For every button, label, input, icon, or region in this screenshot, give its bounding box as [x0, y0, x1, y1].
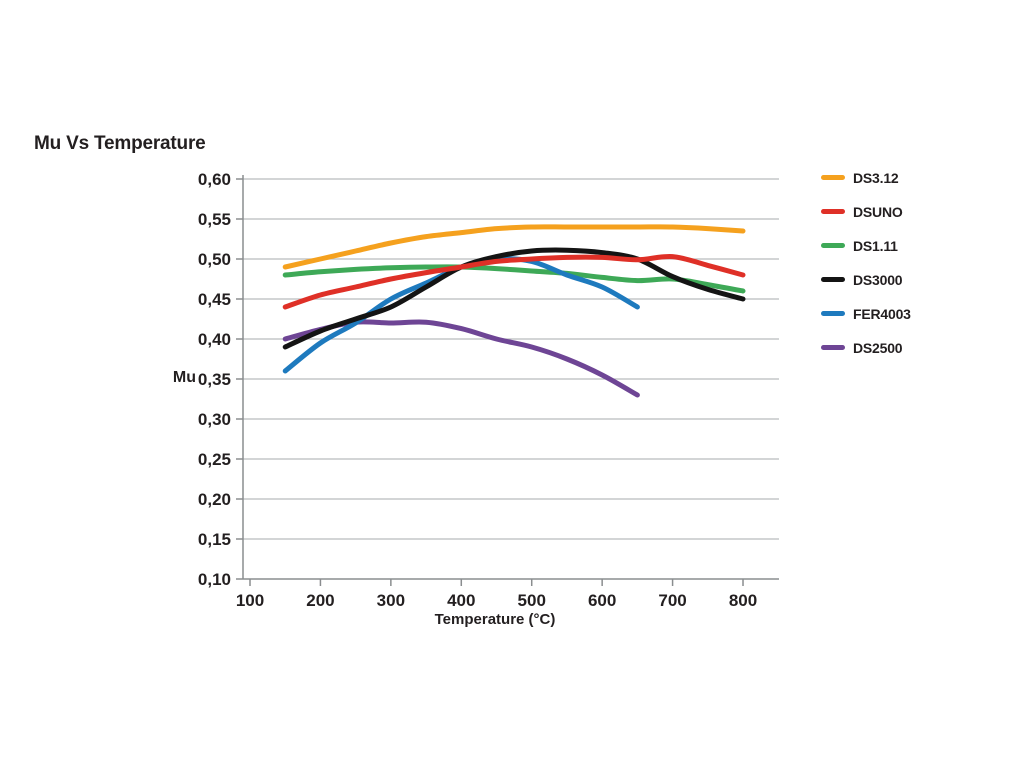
series-line-ds111 [282, 264, 746, 294]
legend-swatch-icon [821, 311, 845, 316]
y-tick-label: 0,55 [198, 210, 231, 229]
legend-label: DS2500 [853, 339, 903, 356]
y-tick-label: 0,50 [198, 250, 231, 269]
legend: DS3.12 DSUNO DS1.11 DS3000 FER4003 DS2500 [821, 169, 911, 356]
x-tick-label: 300 [377, 591, 405, 610]
x-axis-tick-labels: 100 200 300 400 500 600 700 800 [236, 591, 757, 610]
x-tick-label: 600 [588, 591, 616, 610]
y-axis-tick-labels: 0,60 0,55 0,50 0,45 0,40 0,35 0,30 0,25 0,20 0,15… [198, 170, 231, 589]
series-line-dsuno [282, 253, 746, 310]
gridlines [243, 178, 779, 540]
legend-swatch-icon [821, 175, 845, 180]
y-tick-label: 0,10 [198, 570, 231, 589]
x-tick-label: 100 [236, 591, 264, 610]
legend-item-ds111: DS1.11 [821, 237, 911, 254]
y-tick-label: 0,20 [198, 490, 231, 509]
legend-label: FER4003 [853, 305, 911, 322]
legend-label: DSUNO [853, 203, 903, 220]
x-tick-label: 200 [306, 591, 334, 610]
legend-swatch-icon [821, 277, 845, 282]
legend-item-fer4003: FER4003 [821, 305, 911, 322]
legend-swatch-icon [821, 243, 845, 248]
legend-label: DS3000 [853, 271, 903, 288]
y-tick-label: 0,25 [198, 450, 231, 469]
x-tick-label: 700 [658, 591, 686, 610]
series-line-ds312 [282, 224, 746, 270]
y-tick-label: 0,30 [198, 410, 231, 429]
legend-label: DS1.11 [853, 237, 898, 254]
series-line-ds3000 [282, 247, 746, 350]
y-tick-label: 0,45 [198, 290, 231, 309]
y-axis-title: Mu [172, 369, 196, 386]
legend-item-ds3000: DS3000 [821, 271, 911, 288]
legend-item-ds312: DS3.12 [821, 169, 911, 186]
x-axis-title: Temperature (°C) [434, 611, 556, 628]
axes [236, 175, 779, 586]
legend-swatch-icon [821, 345, 845, 350]
chart-title: Mu Vs Temperature [34, 133, 206, 154]
x-tick-label: 400 [447, 591, 475, 610]
legend-item-ds2500: DS2500 [821, 339, 911, 356]
legend-label: DS3.12 [853, 169, 899, 186]
y-tick-label: 0,35 [198, 370, 231, 389]
legend-swatch-icon [821, 209, 845, 214]
x-tick-label: 500 [518, 591, 546, 610]
series-lines [282, 224, 746, 398]
legend-item-dsuno: DSUNO [821, 203, 911, 220]
y-tick-label: 0,15 [198, 530, 231, 549]
y-tick-label: 0,40 [198, 330, 231, 349]
x-tick-label: 800 [729, 591, 757, 610]
y-tick-label: 0,60 [198, 170, 231, 189]
